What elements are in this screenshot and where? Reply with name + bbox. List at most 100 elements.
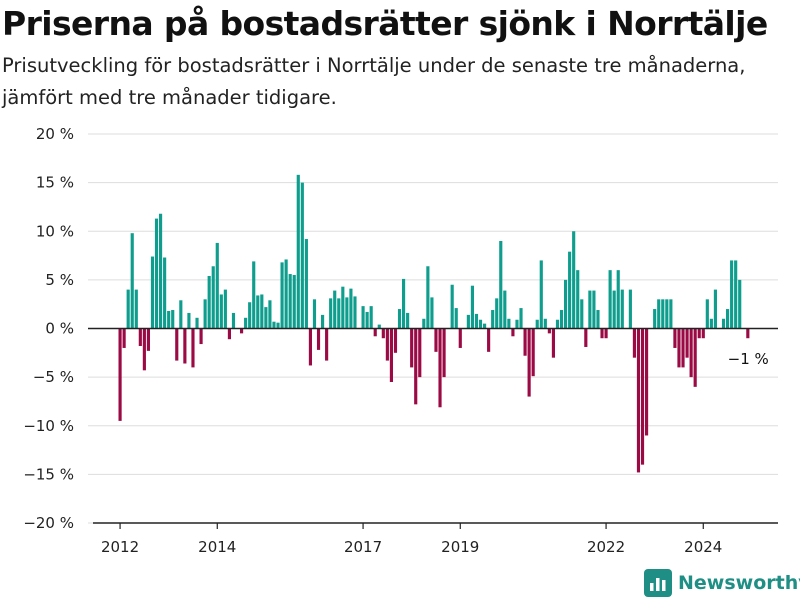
- bar: [296, 174, 300, 329]
- bar: [316, 328, 321, 350]
- bar: [397, 309, 402, 329]
- bar: [499, 240, 503, 329]
- bar: [551, 328, 555, 358]
- bar: [252, 261, 256, 329]
- bar: [240, 328, 244, 334]
- bar: [223, 289, 227, 329]
- bar: [580, 299, 584, 329]
- bar: [385, 328, 389, 361]
- bar: [612, 290, 616, 329]
- bar: [341, 286, 345, 329]
- bar: [531, 328, 535, 377]
- gridlines: [88, 133, 778, 524]
- bar: [381, 328, 385, 339]
- bar: [118, 328, 122, 421]
- bar: [592, 290, 596, 329]
- bar: [657, 299, 661, 329]
- bar: [746, 328, 750, 339]
- bar: [693, 328, 697, 387]
- bar: [134, 289, 138, 329]
- bar: [410, 328, 414, 368]
- bar: [325, 328, 329, 361]
- bar: [365, 311, 369, 329]
- brand-logo: Newsworthy: [644, 568, 800, 598]
- bar: [454, 308, 458, 329]
- bar: [442, 328, 446, 378]
- bar: [535, 319, 539, 329]
- bar: [608, 270, 612, 329]
- bar: [179, 300, 183, 329]
- bar: [146, 328, 150, 351]
- bar: [474, 313, 479, 329]
- bar: [572, 231, 576, 329]
- bar: [653, 309, 657, 329]
- bar: [195, 317, 199, 329]
- bar: [418, 328, 422, 378]
- bar: [329, 298, 333, 329]
- bar: [434, 328, 438, 352]
- bar: [154, 218, 159, 329]
- bar: [167, 310, 171, 329]
- bar: [636, 328, 641, 473]
- y-tick-label: 15 %: [36, 174, 74, 192]
- bar: [300, 182, 304, 329]
- bar: [519, 308, 523, 329]
- bar: [681, 328, 685, 368]
- bar: [219, 294, 223, 329]
- bar: [487, 328, 491, 352]
- bar: [616, 270, 620, 329]
- bar: [373, 328, 377, 337]
- bar: [183, 328, 187, 364]
- bar: [150, 256, 155, 329]
- bar: [685, 328, 689, 358]
- bar: [438, 328, 442, 408]
- bar: [730, 260, 734, 329]
- bar: [292, 275, 296, 329]
- bar: [215, 242, 219, 329]
- bar: [414, 328, 418, 405]
- bar: [369, 306, 373, 329]
- bar: [138, 328, 142, 347]
- bar: [175, 328, 179, 361]
- bar: [734, 260, 738, 329]
- bar: [349, 288, 353, 329]
- x-tick-label: 2014: [198, 538, 236, 556]
- bar: [280, 262, 284, 329]
- bar: [478, 319, 483, 329]
- bar: [203, 299, 207, 329]
- bar: [244, 317, 248, 329]
- chart-subtitle: Prisutveckling för bostadsrätter i Norrt…: [2, 54, 746, 109]
- newsworthy-logo-icon: [644, 569, 672, 597]
- bar: [491, 310, 495, 329]
- bar: [402, 278, 406, 329]
- bar: [231, 312, 236, 329]
- bar: [527, 328, 531, 397]
- bar: [568, 251, 572, 329]
- bar: [191, 328, 195, 368]
- x-axis-labels: 2012 2014 2017 2019 2022 2024: [101, 523, 722, 556]
- bar: [248, 302, 252, 329]
- x-tick-label: 2024: [684, 538, 722, 556]
- x-tick-label: 2017: [344, 538, 382, 556]
- bar: [640, 328, 645, 465]
- bar: [276, 322, 280, 329]
- bar: [406, 312, 410, 329]
- bar: [523, 328, 527, 356]
- bar: [304, 239, 308, 329]
- bar: [159, 213, 163, 329]
- y-tick-label: 10 %: [36, 222, 74, 240]
- bar: [430, 297, 434, 329]
- brand-name: Newsworthy: [678, 572, 800, 594]
- bar: [337, 298, 341, 329]
- bar: [547, 328, 551, 334]
- bar: [701, 328, 705, 339]
- bar: [130, 233, 134, 329]
- y-tick-label: 5 %: [45, 271, 74, 289]
- bar: [564, 279, 568, 329]
- bar: [199, 328, 203, 345]
- bar: [426, 266, 430, 329]
- bar: [661, 299, 665, 329]
- bar: [511, 328, 515, 337]
- bar: [669, 299, 673, 329]
